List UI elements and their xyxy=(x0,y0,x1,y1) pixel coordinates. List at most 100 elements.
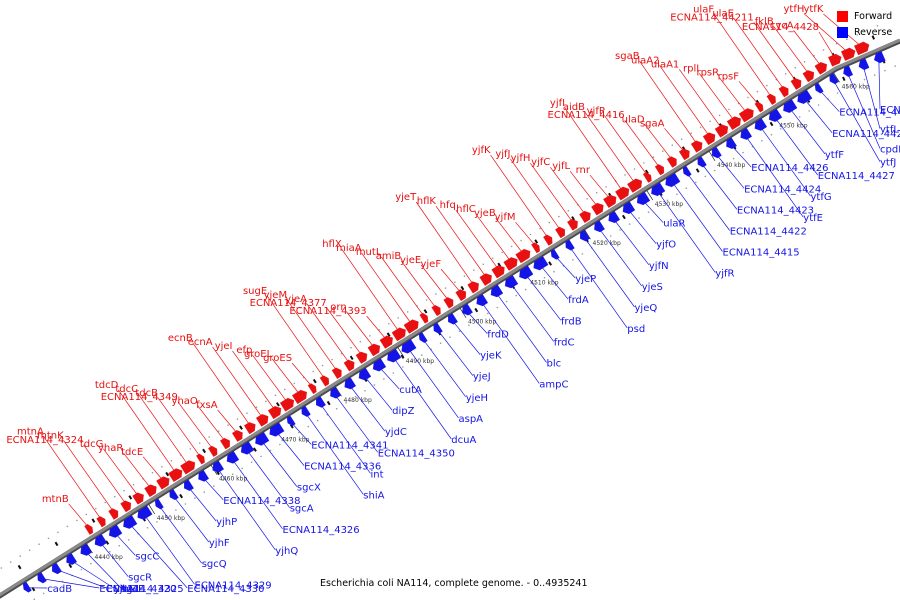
leader-line xyxy=(158,504,202,564)
reverse-gene xyxy=(504,275,519,289)
leader-line xyxy=(539,264,569,300)
forward-gene xyxy=(343,359,355,372)
gene-label-psd: psd xyxy=(627,324,645,335)
kbp-tick xyxy=(646,190,654,201)
marker xyxy=(239,425,243,430)
forward-gene xyxy=(180,460,196,475)
forward-gene xyxy=(726,116,741,131)
gene-label-yjhq: yjhQ xyxy=(275,546,298,557)
guide-dot xyxy=(99,556,102,559)
guide-dot xyxy=(269,449,272,452)
kbp-tick-label: 4540 kbp xyxy=(717,162,745,169)
leader-line xyxy=(564,108,624,193)
kbp-tick-label: 4530 kbp xyxy=(655,201,683,208)
forward-gene xyxy=(802,70,815,83)
reverse-gene xyxy=(726,137,737,149)
guide-dot xyxy=(198,442,201,444)
gene-label-yjfj: yjfJ xyxy=(495,149,510,160)
gene-label-yjej: yjeJ xyxy=(473,372,491,383)
gene-label-frda: frdA xyxy=(568,295,589,306)
reverse-gene xyxy=(269,422,285,437)
leader-line xyxy=(495,217,525,256)
reverse-gene xyxy=(754,118,768,131)
leader-line xyxy=(490,154,550,240)
guide-dot xyxy=(817,104,820,106)
leader-line xyxy=(142,456,165,483)
guide-dot xyxy=(170,460,173,462)
guide-dot xyxy=(742,151,744,154)
leader-line xyxy=(718,77,748,115)
forward-gene xyxy=(367,343,381,357)
leader-line xyxy=(612,217,650,266)
reverse-gene xyxy=(651,182,666,197)
leader-line xyxy=(421,337,466,398)
guide-dot xyxy=(146,527,149,529)
gene-label-yjek: yjeK xyxy=(480,351,502,362)
leader-line xyxy=(818,31,837,60)
reverse-gene xyxy=(858,58,870,71)
forward-gene xyxy=(491,265,505,279)
marker xyxy=(128,495,133,500)
forward-gene xyxy=(419,312,429,324)
leader-line xyxy=(407,347,459,419)
gene-label-cuta: cutA xyxy=(399,385,422,396)
gene-label-cpdb: cpdB xyxy=(880,145,900,156)
reverse-gene xyxy=(66,553,77,565)
guide-dot xyxy=(595,192,598,194)
gene-label-ytff: ytfF xyxy=(825,150,844,161)
leader-line xyxy=(319,402,371,474)
marker xyxy=(460,285,465,291)
leader-line xyxy=(216,467,276,551)
forward-gene xyxy=(603,194,617,208)
gene-label-tdce: tdcE xyxy=(121,447,143,458)
marker xyxy=(289,424,294,429)
guide-dot xyxy=(383,378,385,380)
reverse-gene xyxy=(344,377,357,390)
leader-line xyxy=(306,303,351,365)
guide-dot xyxy=(548,221,551,224)
guide-dot xyxy=(38,543,40,545)
leader-line xyxy=(698,73,736,123)
label-leader-lines xyxy=(26,13,881,589)
guide-dot xyxy=(52,586,54,589)
forward-gene xyxy=(503,257,518,271)
forward-gene xyxy=(814,62,827,75)
forward-gene xyxy=(243,422,256,435)
leader-line xyxy=(804,13,850,54)
guide-dot xyxy=(307,425,310,428)
guide-dot xyxy=(463,275,466,278)
guide-dot xyxy=(704,175,706,178)
leader-line xyxy=(326,307,364,357)
leader-line xyxy=(252,354,289,404)
guide-dot xyxy=(567,209,570,212)
gene-label-sgcr: sgcR xyxy=(128,573,152,584)
leader-line xyxy=(475,213,513,264)
leader-line xyxy=(286,299,339,373)
guide-dot xyxy=(203,491,206,493)
forward-gene xyxy=(591,202,604,216)
guide-dot xyxy=(227,424,229,426)
guide-dot xyxy=(643,162,645,164)
gene-label-fxsa: fxsA xyxy=(196,400,218,411)
marker xyxy=(252,447,257,452)
leader-line xyxy=(361,252,413,326)
gene-label-ulae: ulaE xyxy=(712,8,734,19)
reverse-gene xyxy=(37,572,47,584)
forward-gene xyxy=(96,516,106,528)
forward-gene xyxy=(555,226,565,239)
gene-label-aspa: aspA xyxy=(459,414,484,425)
gene-label-yjfp: yjfP xyxy=(587,106,605,117)
guide-dot xyxy=(822,49,825,51)
leader-line xyxy=(143,513,195,585)
forward-gene xyxy=(196,453,205,465)
guide-dot xyxy=(175,509,177,511)
gene-label-rpsr: rpsR xyxy=(696,67,719,78)
reverse-swatch xyxy=(837,26,848,38)
guide-dot xyxy=(274,394,277,397)
guide-dot xyxy=(284,388,286,391)
reverse-gene xyxy=(109,524,123,538)
gene-label-yjfr: yjfR xyxy=(715,269,734,280)
gene-label-ecna114_4324: ECNA114_4324 xyxy=(6,435,83,446)
leader-line xyxy=(846,71,881,149)
guide-dot xyxy=(496,306,499,309)
